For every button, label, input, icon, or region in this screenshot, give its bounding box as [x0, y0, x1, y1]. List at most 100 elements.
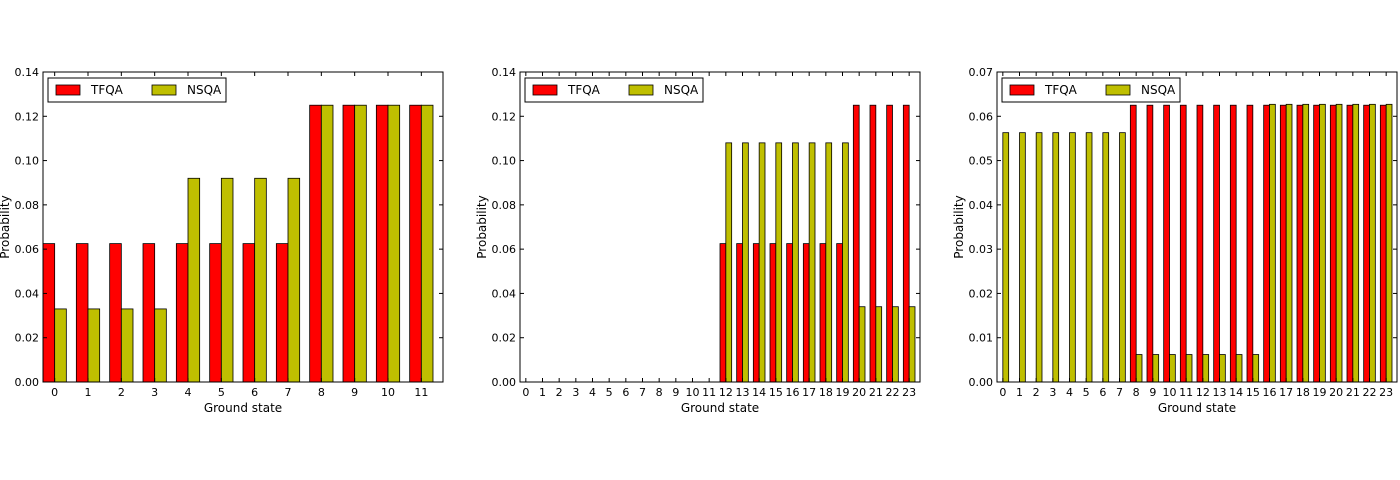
x-tick-label: 19: [836, 386, 850, 399]
bar-nsqa-1: [1019, 132, 1026, 383]
x-tick-label: 7: [1116, 386, 1123, 399]
y-tick-label: 0.05: [969, 155, 994, 168]
legend-label-tfqa: TFQA: [1044, 83, 1078, 97]
bar-tfqa-7: [275, 243, 289, 383]
y-tick-label: 0.04: [969, 199, 994, 212]
bar-nsqa-11: [420, 104, 434, 383]
bar-nsqa-17: [1285, 103, 1293, 383]
legend-swatch-tfqa: [1009, 84, 1035, 96]
x-tick-label: 8: [1133, 386, 1140, 399]
bar-tfqa-10: [1163, 104, 1170, 383]
bar-tfqa-3: [142, 243, 156, 383]
x-axis-label: Ground state: [681, 401, 759, 415]
bar-nsqa-21: [1352, 103, 1360, 383]
y-tick-label: 0.12: [492, 110, 517, 123]
bar-nsqa-15: [1252, 354, 1260, 383]
y-tick-label: 0.03: [969, 243, 994, 256]
x-tick-label: 0: [51, 386, 58, 399]
bar-tfqa-11: [409, 104, 422, 383]
bar-nsqa-3: [154, 308, 167, 383]
legend-swatch-nsqa: [151, 84, 177, 96]
x-tick-label: 12: [1196, 386, 1210, 399]
bar-tfqa-8: [309, 104, 322, 383]
x-tick-label: 22: [1363, 386, 1377, 399]
bar-tfqa-14: [752, 243, 760, 383]
bar-tfqa-15: [769, 243, 777, 383]
y-tick-label: 0.00: [969, 376, 994, 389]
bar-nsqa-4: [187, 177, 201, 383]
bar-tfqa-17: [1279, 104, 1287, 383]
bar-nsqa-16: [792, 142, 799, 383]
bar-tfqa-2: [109, 243, 122, 383]
y-axis-label: Probability: [0, 195, 12, 258]
y-tick-label: 0.02: [492, 332, 517, 345]
x-tick-label: 0: [999, 386, 1006, 399]
bar-nsqa-22: [1369, 103, 1376, 383]
bar-nsqa-6: [1102, 132, 1110, 383]
bar-tfqa-23: [902, 104, 910, 383]
x-tick-label: 9: [1149, 386, 1156, 399]
bar-nsqa-9: [1152, 354, 1160, 383]
x-tick-label: 10: [1163, 386, 1177, 399]
x-tick-label: 12: [719, 386, 733, 399]
y-tick-label: 0.12: [15, 110, 40, 123]
bar-tfqa-11: [1179, 104, 1187, 383]
y-tick-label: 0.06: [492, 243, 517, 256]
x-tick-label: 23: [902, 386, 916, 399]
x-tick-label: 13: [1213, 386, 1227, 399]
x-tick-label: 11: [414, 386, 428, 399]
plot-frame: [42, 71, 444, 383]
bar-nsqa-12: [1202, 354, 1210, 383]
bar-nsqa-14: [758, 142, 766, 383]
bar-tfqa-19: [1313, 104, 1320, 383]
x-tick-label: 0: [522, 386, 529, 399]
x-tick-label: 17: [1279, 386, 1293, 399]
x-tick-label: 5: [1083, 386, 1090, 399]
bar-nsqa-1: [87, 308, 101, 383]
bar-nsqa-8: [320, 104, 334, 383]
x-tick-label: 10: [381, 386, 395, 399]
bar-tfqa-21: [869, 104, 877, 383]
x-tick-label: 5: [218, 386, 225, 399]
bar-tfqa-14: [1229, 104, 1237, 383]
bar-nsqa-8: [1135, 354, 1143, 383]
bar-nsqa-20: [858, 306, 866, 383]
bar-nsqa-18: [1302, 103, 1310, 383]
bar-tfqa-18: [819, 243, 827, 383]
y-tick-label: 0.00: [15, 376, 40, 389]
x-tick-label: 15: [1246, 386, 1260, 399]
x-tick-label: 1: [1016, 386, 1023, 399]
y-tick-label: 0.10: [492, 155, 517, 168]
bar-nsqa-2: [1035, 132, 1043, 383]
x-tick-label: 8: [656, 386, 663, 399]
y-tick-label: 0.14: [15, 66, 40, 79]
x-tick-label: 11: [1179, 386, 1193, 399]
bar-tfqa-13: [736, 243, 743, 383]
legend-swatch-nsqa: [628, 84, 654, 96]
bar-tfqa-22: [886, 104, 893, 383]
bar-tfqa-4: [175, 243, 189, 383]
bar-nsqa-22: [892, 306, 899, 383]
bar-nsqa-14: [1235, 354, 1243, 383]
bar-nsqa-16: [1269, 103, 1276, 383]
y-tick-label: 0.04: [492, 287, 517, 300]
x-tick-label: 3: [1049, 386, 1056, 399]
bar-tfqa-15: [1246, 104, 1254, 383]
bar-nsqa-19: [842, 142, 849, 383]
y-axis-label: Probability: [952, 195, 966, 258]
x-tick-label: 4: [185, 386, 192, 399]
x-tick-label: 6: [1099, 386, 1106, 399]
y-tick-label: 0.08: [15, 199, 40, 212]
bar-nsqa-15: [775, 142, 783, 383]
x-tick-label: 21: [1346, 386, 1360, 399]
x-tick-label: 5: [606, 386, 613, 399]
x-axis-label: Ground state: [204, 401, 282, 415]
x-tick-label: 15: [769, 386, 783, 399]
x-tick-label: 2: [556, 386, 563, 399]
bar-tfqa-20: [1329, 104, 1337, 383]
bar-tfqa-21: [1346, 104, 1354, 383]
x-tick-label: 16: [786, 386, 800, 399]
legend: TFQA NSQA: [47, 77, 227, 103]
y-tick-label: 0.02: [969, 287, 994, 300]
